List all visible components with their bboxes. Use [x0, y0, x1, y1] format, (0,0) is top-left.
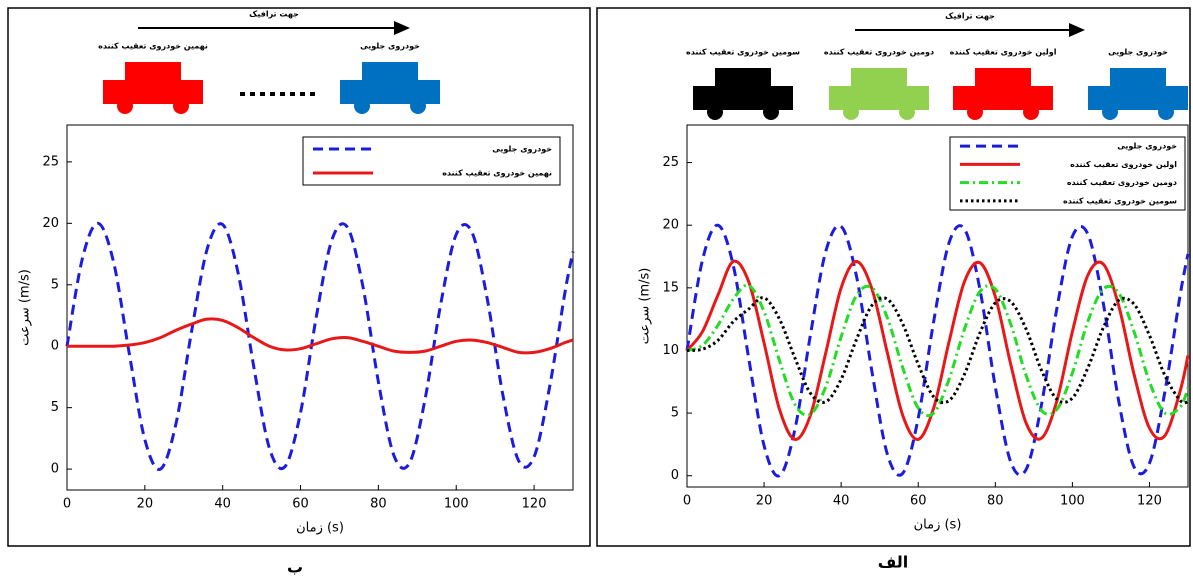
- car-cabin: [975, 68, 1031, 88]
- arrow-head: [394, 21, 410, 35]
- traffic-label: جهت ترافیک: [249, 10, 299, 19]
- series-line: [686, 296, 1189, 405]
- y-tick-label: 20: [662, 218, 679, 233]
- y-axis-label: سرعت (m/s): [638, 268, 653, 345]
- car-body: [829, 86, 929, 110]
- legend-label: نهمین خودروی تعقیب کننده: [442, 169, 552, 178]
- car-wheel: [967, 104, 983, 120]
- legend-label: سومین خودروی تعقیب کننده: [1063, 196, 1177, 205]
- car-wheel: [1102, 104, 1118, 120]
- legend-label: اولین خودروی تعقیب کننده: [1070, 160, 1177, 169]
- car-wheel: [707, 104, 723, 120]
- y-tick-label: 25: [42, 154, 59, 169]
- legend-label: خودروی جلویی: [492, 145, 552, 154]
- x-tick-label: 100: [1060, 494, 1085, 509]
- car-label: دومین خودروی تعقیب کننده: [824, 48, 934, 57]
- x-tick-label: 20: [137, 497, 154, 512]
- x-tick-label: 60: [910, 494, 927, 509]
- x-tick-label: 120: [1137, 494, 1162, 509]
- car-wheel: [843, 104, 859, 120]
- car-wheel: [173, 98, 189, 114]
- car-cabin: [125, 62, 181, 82]
- y-tick-label: 15: [662, 280, 679, 295]
- legend-box: [949, 136, 1186, 211]
- y-axis-label: سرعت (m/s): [18, 269, 33, 346]
- x-axis-label: زمان (s): [296, 521, 344, 536]
- x-tick-label: 60: [292, 497, 309, 512]
- car-wheel: [899, 104, 915, 120]
- x-tick-label: 120: [522, 497, 547, 512]
- car-cabin: [1110, 68, 1166, 88]
- y-tick-label: 20: [42, 216, 59, 231]
- car-cabin: [362, 62, 418, 82]
- x-tick-label: 0: [63, 497, 71, 512]
- car-wheel: [410, 98, 426, 114]
- car-label: سومین خودروی تعقیب کننده: [686, 48, 800, 57]
- y-tick-label: 5: [51, 400, 59, 415]
- car-label: نهمین خودروی تعقیب کننده: [98, 42, 208, 51]
- x-tick-label: 100: [444, 497, 469, 512]
- car-label: خودروی جلویی: [1108, 48, 1168, 57]
- car-body: [1088, 86, 1188, 110]
- car-body: [340, 80, 440, 104]
- x-tick-label: 40: [214, 497, 231, 512]
- car-cabin: [851, 68, 907, 88]
- x-tick-label: 0: [683, 494, 691, 509]
- car-body: [693, 86, 793, 110]
- legend-label: خودروی جلویی: [1117, 142, 1177, 151]
- x-axis-label: زمان (s): [914, 518, 962, 533]
- y-tick-label: 5: [671, 406, 679, 421]
- legend-box: [302, 136, 561, 186]
- series-line: [685, 223, 1190, 478]
- y-tick-label: 5: [51, 277, 59, 292]
- y-tick-label: 25: [662, 155, 679, 170]
- car-cabin: [715, 68, 771, 88]
- y-tick-label: 0: [671, 468, 679, 483]
- car-wheel: [354, 98, 370, 114]
- y-tick-label: 10: [662, 343, 679, 358]
- arrow-head: [1069, 23, 1085, 37]
- y-tick-label: 0: [51, 462, 59, 477]
- traffic-label: جهت ترافیک: [945, 12, 995, 21]
- panel-caption: الف: [878, 553, 909, 572]
- y-tick-label: 0: [51, 339, 59, 354]
- series-line: [67, 317, 574, 355]
- car-body: [953, 86, 1053, 110]
- car-wheel: [763, 104, 779, 120]
- panel-frame: [7, 7, 591, 547]
- car-label: خودروی جلویی: [360, 42, 420, 51]
- x-tick-label: 80: [987, 494, 1004, 509]
- panel-frame: [596, 7, 1191, 547]
- legend-label: دومین خودروی تعقیب کننده: [1067, 178, 1177, 187]
- panel-caption: ب: [287, 558, 303, 577]
- series-line: [685, 259, 1190, 441]
- x-tick-label: 80: [370, 497, 387, 512]
- x-tick-label: 40: [833, 494, 850, 509]
- plot-area: [66, 124, 574, 491]
- car-wheel: [1023, 104, 1039, 120]
- car-label: اولین خودروی تعقیب کننده: [950, 48, 1057, 57]
- car-wheel: [117, 98, 133, 114]
- car-body: [103, 80, 203, 104]
- car-wheel: [1158, 104, 1174, 120]
- x-tick-label: 20: [756, 494, 773, 509]
- series-line: [686, 283, 1190, 418]
